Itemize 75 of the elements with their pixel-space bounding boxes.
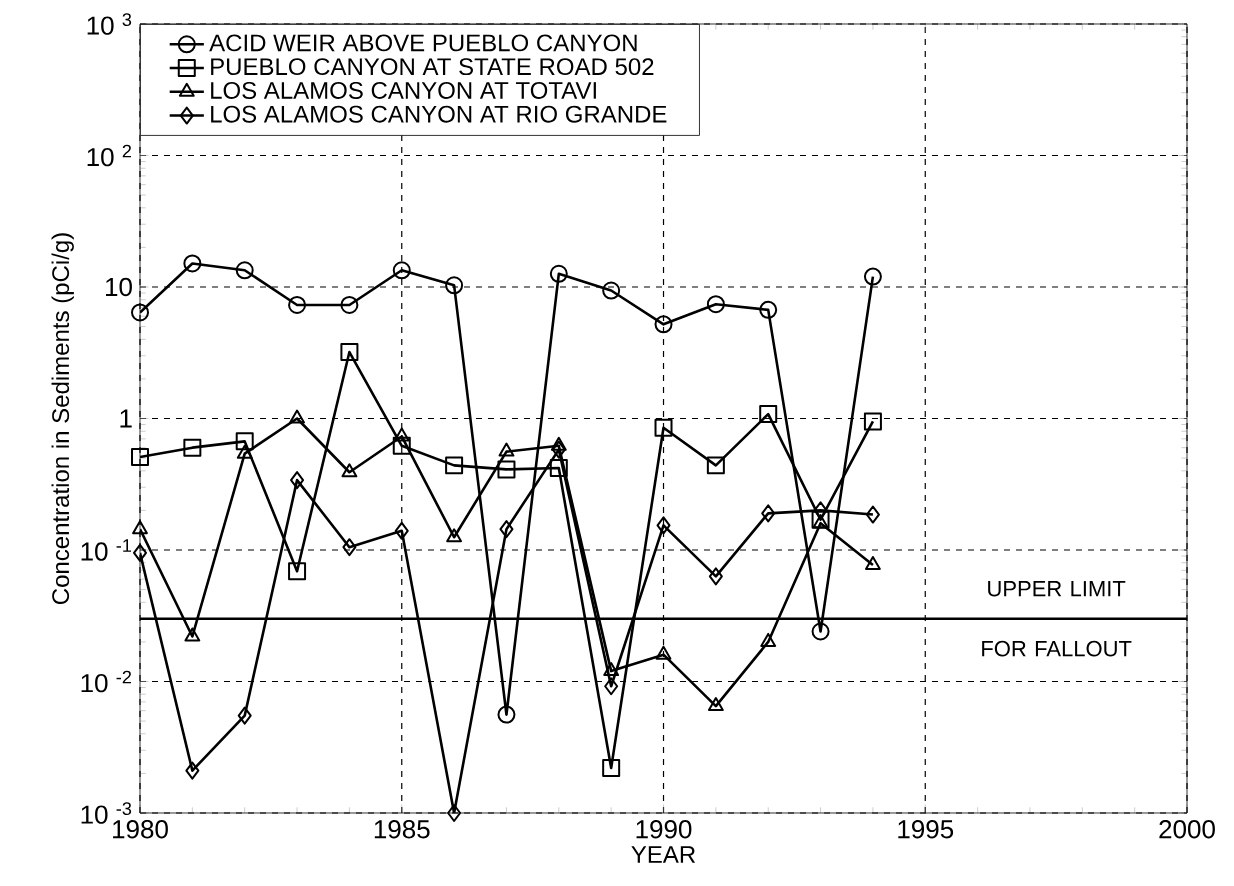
- point: [864, 555, 881, 570]
- point: [445, 276, 464, 295]
- point: [708, 567, 723, 586]
- point: [132, 520, 148, 535]
- point: [654, 418, 673, 437]
- point: [706, 456, 725, 475]
- legend-label: PUEBLO CANYON AT STATE ROAD 502: [211, 58, 654, 76]
- point: [499, 520, 514, 539]
- y-tick-label: 10 $^{2}$: [87, 144, 132, 167]
- y-tick-label: 1: [120, 409, 132, 428]
- point: [812, 514, 829, 529]
- point: [759, 405, 778, 424]
- x-tick-label: 1985: [374, 820, 430, 839]
- point: [551, 440, 566, 459]
- point: [654, 315, 673, 334]
- legend-label: ACID WEIR ABOVE PUEBLO CANYON: [209, 34, 637, 52]
- point: [656, 516, 671, 535]
- point: [655, 645, 672, 660]
- point: [602, 281, 621, 300]
- point: [863, 412, 882, 431]
- point: [446, 528, 463, 543]
- point: [602, 758, 621, 777]
- point: [290, 471, 305, 490]
- x-tick-label: 1990: [636, 820, 692, 839]
- point: [707, 697, 724, 712]
- y-tick-label: 10 $^{3}$: [87, 13, 132, 35]
- point: [759, 300, 778, 319]
- point: [392, 436, 411, 455]
- point: [235, 432, 254, 451]
- point: [392, 261, 411, 280]
- point: [289, 409, 305, 424]
- point: [340, 295, 359, 314]
- legend-label: LOS ALAMOS CANYON AT RIO GRANDE: [211, 105, 667, 123]
- y-tick-label: 10: [106, 277, 132, 297]
- point: [761, 504, 776, 523]
- point: [706, 295, 725, 314]
- point: [811, 510, 830, 529]
- point: [497, 705, 516, 724]
- text: UPPER LIMIT FOR FALLOUT: [982, 581, 1132, 657]
- point: [236, 444, 253, 459]
- point: [235, 261, 254, 280]
- point: [183, 438, 202, 457]
- point: [237, 706, 252, 725]
- point: [394, 521, 409, 540]
- point: [603, 662, 620, 677]
- y-tick-label: 10 $^{-2}$: [81, 670, 132, 693]
- point: [393, 427, 410, 442]
- point: [760, 632, 777, 647]
- point: [342, 538, 357, 557]
- point: [447, 803, 462, 822]
- point: [183, 254, 202, 273]
- point: [549, 459, 568, 478]
- point: [604, 677, 619, 696]
- x-tick-label: 1995: [898, 820, 954, 839]
- point: [865, 505, 880, 524]
- x-axis-title: YEAR: [631, 846, 696, 863]
- point: [811, 622, 830, 641]
- x-tick-label: 2000: [1159, 820, 1215, 839]
- point: [549, 264, 568, 283]
- y-tick-label: 10 $^{-1}$: [81, 539, 132, 561]
- point: [497, 460, 516, 479]
- point: [133, 543, 148, 562]
- point: [131, 303, 150, 322]
- point: [288, 295, 307, 314]
- point: [184, 627, 201, 642]
- point: [445, 456, 464, 475]
- point: [341, 463, 358, 478]
- y-axis-title: Concentration in Sediments (pCi/g): [51, 233, 74, 605]
- legend-label: LOS ALAMOS CANYON AT TOTAVI: [211, 81, 596, 99]
- point: [185, 761, 200, 780]
- point: [288, 562, 307, 581]
- point: [863, 267, 882, 286]
- point: [131, 447, 150, 466]
- point: [498, 442, 515, 457]
- point: [340, 343, 359, 362]
